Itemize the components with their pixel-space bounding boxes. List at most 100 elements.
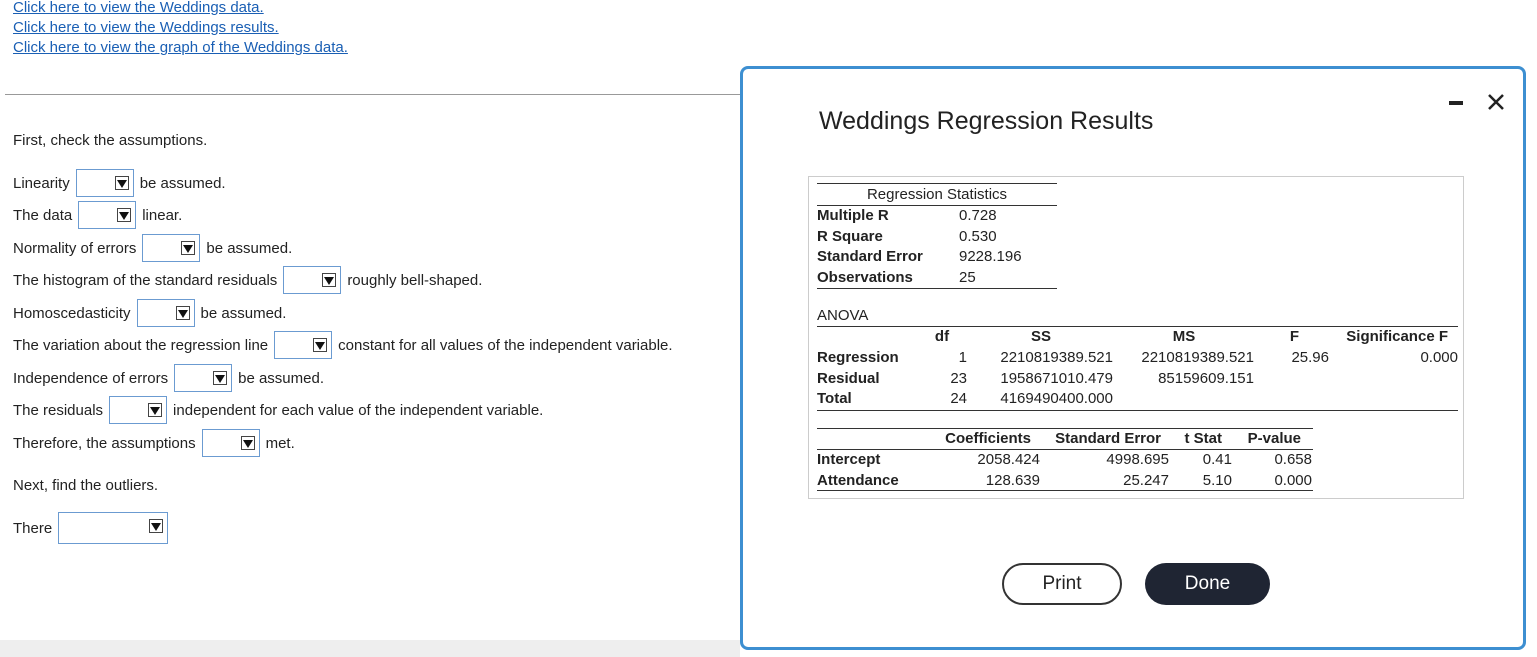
dropdown[interactable] <box>201 429 260 457</box>
rule <box>817 410 1458 411</box>
row-label: Intercept <box>817 451 881 468</box>
rule <box>817 449 1313 450</box>
cell-value: 0.000 <box>1420 349 1458 366</box>
question-text: be assumed. <box>238 369 324 387</box>
row-label: Regression <box>817 349 899 366</box>
cell-value: 1958671010.479 <box>1000 369 1113 387</box>
cell-value: 9228.196 <box>959 248 1022 266</box>
next-text: Next, find the outliers. <box>13 477 159 494</box>
intro-text: First, check the assumptions. <box>13 132 208 149</box>
column-header: MS <box>1172 328 1196 345</box>
cell-value: 0.41 <box>1202 451 1232 468</box>
print-button[interactable]: Print <box>1002 563 1122 605</box>
dropdown[interactable] <box>142 234 201 262</box>
question-text: The histogram of the standard residuals <box>13 271 278 289</box>
question-text: be assumed. <box>139 174 226 192</box>
question-text: met. <box>265 434 295 452</box>
question-text: constant for all values of the independe… <box>338 336 673 354</box>
rule <box>817 326 1458 327</box>
cell-value: 0.658 <box>1274 451 1312 468</box>
question-row: Normality of errors be assumed. <box>13 234 292 262</box>
cell-value: 0.000 <box>1274 471 1312 489</box>
question-text: Homoscedasticity <box>13 304 131 322</box>
question-row: The data linear. <box>13 201 182 229</box>
column-header: t Stat <box>1184 430 1223 447</box>
output-panel: Regression Statistics Multiple R 0.728 R Sq… <box>808 176 1464 499</box>
row-label: Residual <box>817 369 880 387</box>
row-label: R Square <box>817 227 883 245</box>
row-label: Multiple R <box>817 207 889 224</box>
cell-value: 24 <box>950 390 967 407</box>
link[interactable]: Click here to view the Weddings data. <box>13 0 264 16</box>
dropdown[interactable] <box>78 201 137 229</box>
question-row: Therefore, the assumptions met. <box>13 429 295 457</box>
cell-value: 85159609.151 <box>1158 369 1254 387</box>
question-text: Independence of errors <box>13 369 169 387</box>
row-label: Standard Error <box>817 248 923 266</box>
column-header: Coefficients <box>945 430 1031 447</box>
dropdown[interactable] <box>109 396 168 424</box>
dropdown[interactable] <box>283 266 342 294</box>
column-header: Significance F <box>1346 328 1448 345</box>
question-row: The histogram of the standard residuals r… <box>13 266 482 294</box>
question-row: Linearity be assumed. <box>13 169 226 197</box>
question-text: Therefore, the assumptions <box>13 434 196 452</box>
rule <box>817 428 1313 429</box>
dropdown[interactable] <box>75 169 134 197</box>
divider <box>5 94 740 95</box>
cell-value: 0.728 <box>959 207 997 224</box>
question-text: Linearity <box>13 174 70 192</box>
cell-value: 25.96 <box>1291 349 1329 366</box>
close-button[interactable] <box>1488 94 1504 110</box>
cell-value: 0.530 <box>959 227 997 245</box>
column-header: P-value <box>1247 430 1301 447</box>
dialog-title: Weddings Regression Results <box>819 107 1154 135</box>
question-text: There <box>13 519 53 537</box>
cell-value: 2210819389.521 <box>1141 349 1254 366</box>
minimize-button[interactable] <box>1449 101 1463 105</box>
row-label: Total <box>817 390 852 407</box>
rule <box>817 490 1313 491</box>
dropdown[interactable] <box>274 331 333 359</box>
dropdown[interactable] <box>136 299 195 327</box>
question-text: The data <box>13 206 73 224</box>
table-header: Regression Statistics <box>866 186 1008 203</box>
results-dialog: Weddings Regression Results Regression S… <box>740 66 1526 650</box>
question-text: The variation about the regression line <box>13 336 269 354</box>
question-text: be assumed. <box>206 239 293 257</box>
row-label: Attendance <box>817 471 899 489</box>
cell-value: 4169490400.000 <box>1000 390 1113 407</box>
cell-value: 25 <box>959 269 976 287</box>
cell-value: 2058.424 <box>977 451 1040 468</box>
cell-value: 4998.695 <box>1106 451 1169 468</box>
question-text: roughly bell-shaped. <box>347 271 483 289</box>
done-button[interactable]: Done <box>1145 563 1270 605</box>
row-label: Observations <box>817 269 913 287</box>
question-row: Homoscedasticity be assumed. <box>13 299 286 327</box>
link[interactable]: Click here to view the Weddings results. <box>13 19 279 36</box>
cell-value: 25.247 <box>1123 471 1169 489</box>
cell-value: 1 <box>958 349 967 366</box>
question-row: Independence of errors be assumed. <box>13 364 324 392</box>
rule <box>817 205 1057 206</box>
rule <box>817 183 1057 184</box>
window-controls <box>1449 94 1504 110</box>
column-header: SS <box>1030 328 1051 345</box>
section-label: ANOVA <box>817 307 869 324</box>
dropdown[interactable] <box>58 512 169 544</box>
footer-bar <box>0 640 740 657</box>
rule <box>817 288 1057 289</box>
question-row: The residuals independent for each value … <box>13 396 543 424</box>
link[interactable]: Click here to view the graph of the Wedd… <box>13 39 348 56</box>
question-text: Normality of errors <box>13 239 137 257</box>
column-header: df <box>934 328 950 345</box>
question-text: linear. <box>142 206 183 224</box>
dropdown[interactable] <box>174 364 233 392</box>
column-header: Standard Error <box>1055 430 1161 447</box>
question-text: The residuals <box>13 401 104 419</box>
cell-value: 23 <box>950 369 967 387</box>
cell-value: 128.639 <box>985 471 1040 489</box>
question-row: The variation about the regression line c… <box>13 331 673 359</box>
cell-value: 5.10 <box>1202 471 1232 489</box>
